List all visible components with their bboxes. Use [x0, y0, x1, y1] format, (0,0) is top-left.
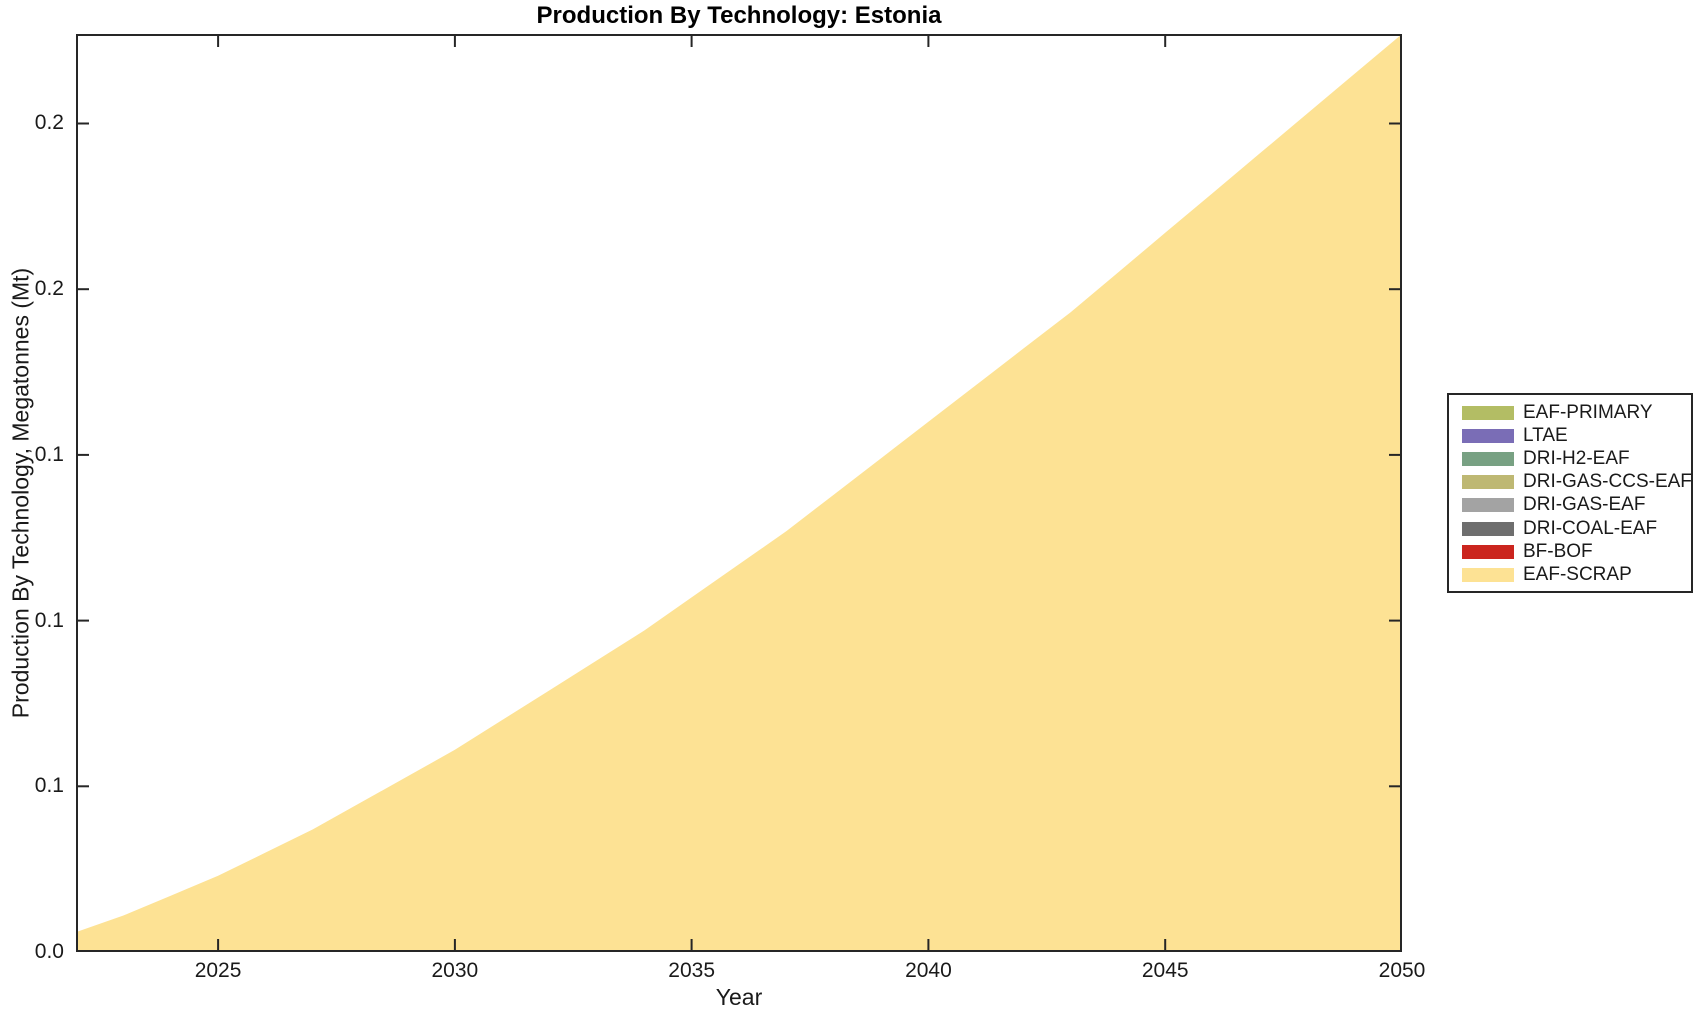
legend-item-eaf-primary: EAF-PRIMARY: [1462, 401, 1691, 424]
chart-title: Production By Technology: Estonia: [536, 2, 942, 29]
legend-swatch: [1462, 498, 1514, 513]
legend-swatch: [1462, 544, 1514, 559]
x-tick-label: 2035: [668, 959, 715, 982]
legend-swatch: [1462, 521, 1514, 536]
legend-swatch: [1462, 475, 1514, 490]
legend-item-ltae: LTAE: [1462, 424, 1691, 447]
legend-label: DRI-H2-EAF: [1523, 447, 1630, 469]
legend-swatch: [1462, 567, 1514, 582]
area-series-eaf-scrap: [76, 34, 1402, 952]
legend-label: DRI-GAS-EAF: [1523, 494, 1646, 516]
legend-label: EAF-PRIMARY: [1523, 401, 1653, 423]
legend-item-dri-h2-eaf: DRI-H2-EAF: [1462, 447, 1691, 470]
y-tick-label: 0.1: [34, 442, 64, 466]
legend-swatch: [1462, 405, 1514, 420]
x-tick-label: 2050: [1378, 959, 1426, 982]
legend-item-bf-bof: BF-BOF: [1462, 540, 1691, 563]
plot-area: [76, 34, 1402, 952]
legend-label: BF-BOF: [1523, 540, 1593, 562]
y-tick-label: 0.1: [34, 774, 64, 798]
y-tick-label: 0.2: [34, 277, 64, 301]
legend-item-dri-gas-ccs-eaf: DRI-GAS-CCS-EAF: [1462, 471, 1692, 494]
legend-swatch: [1462, 428, 1514, 443]
legend-label: LTAE: [1523, 424, 1568, 446]
legend-item-dri-coal-eaf: DRI-COAL-EAF: [1462, 517, 1691, 540]
legend-swatch: [1462, 451, 1514, 466]
x-tick-label: 2040: [905, 959, 952, 982]
legend-label: DRI-GAS-CCS-EAF: [1523, 471, 1692, 493]
legend-label: EAF-SCRAP: [1523, 563, 1632, 585]
x-tick-label: 2045: [1141, 959, 1189, 982]
stacked-area-plot: [76, 34, 1402, 952]
legend-label: DRI-COAL-EAF: [1523, 517, 1658, 539]
legend-item-eaf-scrap: EAF-SCRAP: [1462, 563, 1691, 586]
x-tick-label: 2025: [194, 959, 242, 982]
x-tick-label: 2030: [431, 959, 479, 982]
x-axis-label: Year: [715, 984, 763, 1010]
axes-frame: [76, 34, 1402, 952]
y-tick-label: 0.1: [34, 608, 64, 632]
y-tick-label: 0.2: [34, 111, 64, 135]
legend-item-dri-gas-eaf: DRI-GAS-EAF: [1462, 494, 1691, 517]
legend: EAF-PRIMARY LTAE DRI-H2-EAF DRI-GAS-CCS-EAF…: [1447, 393, 1693, 593]
y-axis-label: Production By Technology, Megatonnes (Mt…: [7, 267, 34, 719]
y-tick-label: 0.0: [34, 940, 64, 963]
